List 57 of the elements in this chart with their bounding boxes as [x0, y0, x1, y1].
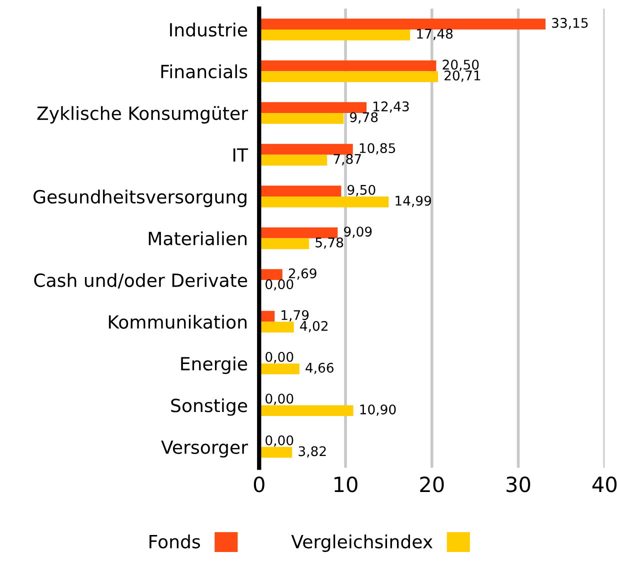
- x-tick-label: 20: [420, 476, 444, 492]
- bar: [259, 60, 436, 72]
- bar: [259, 269, 282, 280]
- y-tick-label: Versorger: [161, 440, 248, 458]
- bar: [259, 446, 292, 458]
- data-label: 0,00: [266, 279, 294, 291]
- bar: [259, 18, 546, 30]
- y-tick-label: Materialien: [148, 231, 246, 246]
- bar: [259, 363, 300, 374]
- y-tick-label: Gesundheitsversorgung: [34, 190, 246, 208]
- bar: [259, 196, 389, 208]
- data-label: 9,50: [348, 184, 376, 196]
- bar: [259, 112, 344, 124]
- data-label: 7,87: [334, 154, 361, 166]
- data-label: 9,78: [350, 112, 378, 124]
- data-label: 2,69: [288, 268, 316, 280]
- data-label: 1,79: [282, 310, 309, 322]
- data-label: 10,90: [360, 404, 396, 416]
- y-tick-label: Energie: [181, 356, 248, 374]
- data-label: 4,02: [300, 320, 328, 332]
- data-label: 4,66: [306, 362, 334, 374]
- bar: [259, 227, 338, 238]
- bar: [259, 144, 353, 155]
- data-label: 20,71: [444, 70, 480, 82]
- bar: [259, 71, 438, 82]
- data-label: 0,00: [266, 435, 294, 447]
- data-label: 9,09: [344, 226, 372, 238]
- y-tick-label: Kommunikation: [108, 314, 246, 329]
- bar: [259, 29, 410, 40]
- data-label: 17,48: [417, 28, 453, 40]
- bar: [259, 322, 294, 333]
- y-tick-label: Industrie: [170, 22, 248, 37]
- data-label: 14,99: [396, 196, 432, 208]
- legend-label: Fonds: [150, 534, 200, 548]
- data-label: 33,15: [552, 18, 588, 30]
- data-label: 3,82: [298, 446, 326, 458]
- x-tick-label: 10: [334, 476, 358, 492]
- data-label: 10,85: [360, 143, 396, 154]
- bar: [259, 154, 328, 166]
- x-tick-label: 30: [506, 476, 530, 492]
- y-tick-label: Cash und/oder Derivate: [34, 273, 248, 288]
- y-tick-label: Financials: [161, 64, 248, 78]
- data-label: 5,78: [316, 237, 344, 249]
- bar: [259, 186, 342, 196]
- bar: [259, 238, 310, 250]
- data-label: 0,00: [266, 394, 294, 405]
- legend-label: Vergleichsindex: [291, 534, 433, 552]
- y-tick-label: Sonstige: [171, 398, 248, 416]
- data-label: 12,43: [374, 101, 409, 113]
- y-tick-label: Zyklische Konsumgüter: [37, 106, 248, 124]
- data-label: 0,00: [266, 352, 294, 364]
- bar: [259, 102, 367, 113]
- x-tick-label: 0: [254, 476, 264, 492]
- bar: [259, 405, 354, 416]
- x-tick-label: 40: [592, 476, 617, 492]
- data-label: 20,50: [442, 60, 479, 71]
- y-tick-label: IT: [233, 148, 248, 162]
